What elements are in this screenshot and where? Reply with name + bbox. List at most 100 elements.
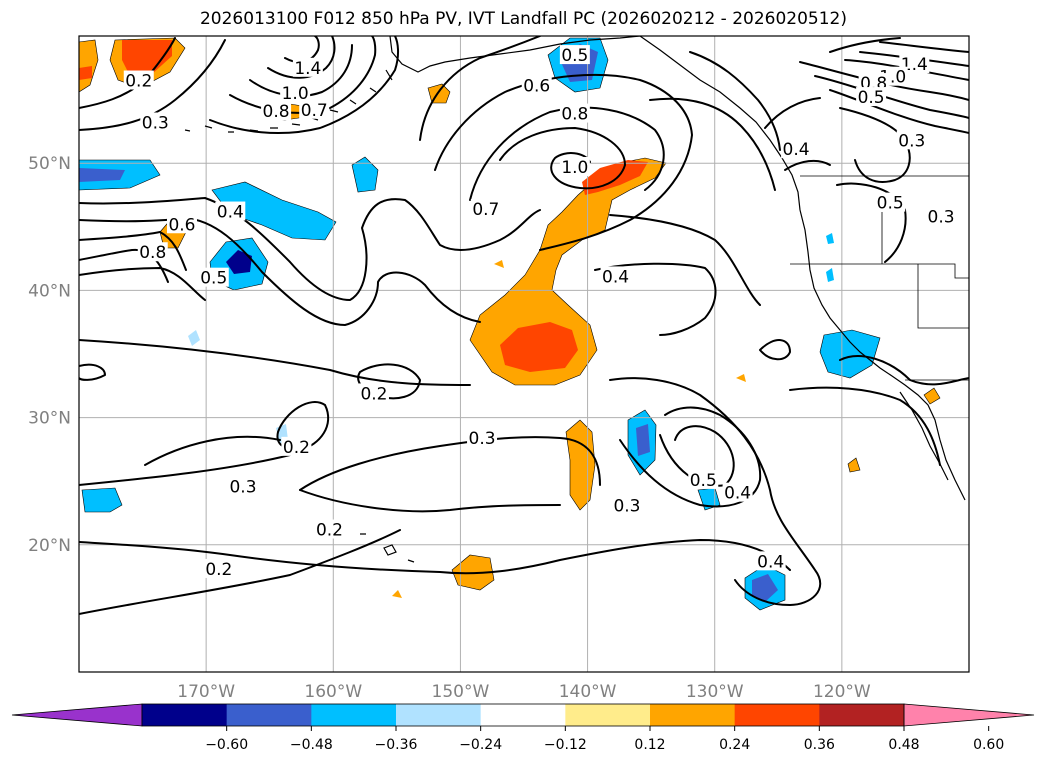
contour-label-halo (358, 383, 389, 403)
colorbar-box (650, 704, 736, 726)
shade-negative (188, 330, 200, 346)
lon-tick-label: 120°W (813, 682, 871, 702)
colorbar-tick-label: 0.48 (888, 737, 919, 753)
shade-positive (923, 387, 941, 405)
colorbar-tick-label: −0.48 (290, 737, 333, 753)
contour-label: 0.3 (469, 429, 496, 449)
shade-negative (826, 268, 834, 282)
colorbar-box (226, 704, 312, 726)
contour-labels: 0.20.31.41.00.8 0.70.50.60.81.00.70.40.60… (123, 45, 957, 580)
contour-label-halo (166, 214, 197, 234)
contour-label: 0.6 (523, 77, 550, 97)
contour-label: 0.4 (757, 552, 784, 572)
contour-line (829, 89, 969, 134)
colorbar: −0.60 −0.48 −0.36 −0.24 −0.12 0.12 0.24 0.36 0.4… (11, 703, 1035, 753)
contour-label-halo (559, 157, 590, 177)
contour-line (784, 159, 831, 171)
contour-label: 0.7 (301, 101, 328, 121)
contour-label-halo (470, 198, 501, 218)
colorbar-box (819, 704, 905, 726)
colorbar-box (142, 704, 228, 726)
contour-line (619, 406, 762, 508)
colorbar-extend-high (903, 703, 1035, 727)
contour-line (839, 355, 969, 386)
coastline-alaska (389, 36, 641, 73)
contour-line (814, 75, 969, 119)
shade-positive-core (500, 322, 578, 372)
contour-line (79, 539, 791, 575)
colorbar-tick-label: 0.60 (973, 737, 1004, 753)
contour-label-halo (521, 75, 552, 95)
contour-label: 0.6 (168, 215, 195, 235)
contour-line (839, 107, 911, 183)
contour-line (79, 248, 169, 283)
shade-positive-core (122, 40, 172, 76)
lat-tick-label: 30°N (28, 409, 71, 429)
contour-line (689, 51, 781, 151)
shade-negative-core (226, 250, 252, 274)
colorbar-outline (141, 703, 905, 727)
colorbar-tick-label: 0.36 (804, 737, 835, 753)
colorbar-box (734, 704, 820, 726)
lat-tick-label: 50°N (28, 154, 71, 174)
contour-line (299, 489, 561, 513)
contour-line (79, 197, 541, 301)
contour-label-halo (203, 558, 234, 578)
contour-label-halo (559, 45, 590, 65)
contour-label: 0.3 (613, 496, 640, 516)
contour-label: 0.4 (783, 140, 810, 160)
contour-line (829, 37, 901, 53)
contour-label: 0.2 (283, 438, 310, 458)
contour-line (79, 529, 401, 615)
contour-line (79, 454, 291, 486)
contour-label: 0.8 (263, 102, 290, 122)
coastline-alaska (639, 36, 801, 211)
contour-label: 0.5 (877, 194, 904, 214)
contour-label: 0.5 (561, 46, 588, 66)
contour-line (144, 435, 281, 466)
contour-label-halo (688, 469, 719, 489)
contour-label: 0.2 (205, 560, 232, 580)
shade-negative (351, 156, 379, 193)
shade-negative-core (79, 168, 125, 182)
lon-tick-label: 170°W (177, 682, 235, 702)
contour-line (764, 97, 821, 129)
contour-label-halo (896, 130, 927, 150)
contour-label-halo (198, 267, 229, 287)
coastline-bc (799, 209, 966, 501)
contour-label: 0.3 (142, 113, 169, 133)
shade-negative (819, 329, 881, 379)
contour-label: 0.5 (690, 471, 717, 491)
shade-positive (392, 590, 402, 598)
contour-label-halo (722, 482, 753, 502)
colorbar-box (480, 704, 566, 726)
colorbar-tick-label: 0.24 (719, 737, 750, 753)
contour-label-halo (611, 495, 642, 515)
colorbar-box (396, 704, 482, 726)
colorbar-box (565, 704, 651, 726)
coastline-islands (329, 521, 415, 563)
colorbar-extend-low (11, 703, 143, 727)
contour-label: 1.0 (282, 84, 309, 104)
contour-line (267, 36, 336, 79)
contour-line (879, 41, 969, 53)
contour-label-halo (123, 70, 154, 90)
chart-title: 2026013100 F012 850 hPa PV, IVT Landfall… (199, 9, 847, 29)
contour-label-halo (261, 101, 292, 121)
contour-label: 0.2 (360, 384, 387, 404)
contour-label: 0.4 (602, 267, 629, 287)
shade-positive-core (79, 66, 92, 80)
lon-tick-label: 130°W (686, 682, 744, 702)
lon-tick-label: 140°W (559, 682, 617, 702)
contour-label: 0.3 (898, 131, 925, 151)
contour-line (249, 44, 353, 97)
contour-line (79, 231, 187, 271)
contour-line (469, 106, 665, 201)
shade-negative-core (636, 424, 650, 456)
lat-tick-label: 20°N (28, 536, 71, 556)
colorbar-box (311, 704, 397, 726)
contour-label: 0.3 (229, 477, 256, 497)
border-states (790, 212, 969, 329)
contour-label: 0.5 (200, 269, 227, 289)
